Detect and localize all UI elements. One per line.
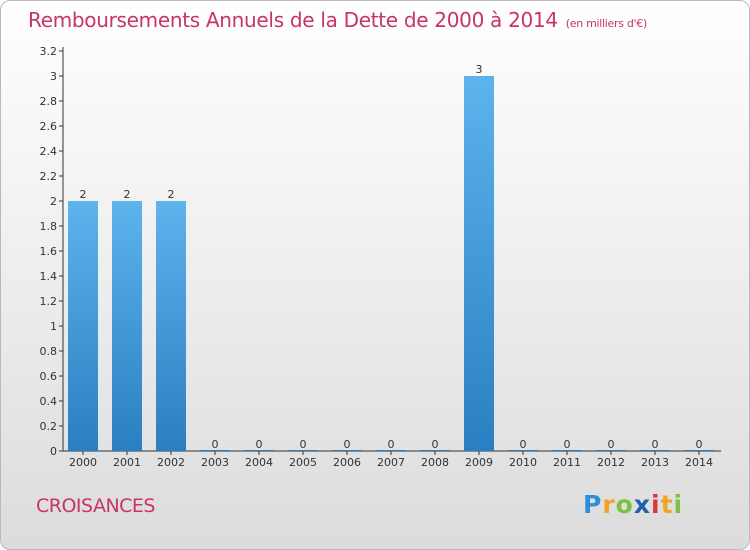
unit-note: (en milliers d'€): [565, 17, 647, 30]
logo-letter: P: [583, 490, 603, 519]
chart-title: Remboursements Annuels de la Dette de 20…: [28, 8, 647, 32]
y-tick-label: 2.2: [40, 170, 58, 183]
y-tick-label: 0.6: [40, 370, 58, 383]
x-tick-label: 2012: [597, 456, 625, 469]
logo-letter: i: [673, 490, 684, 519]
x-tick-label: 2008: [421, 456, 449, 469]
bar: [552, 450, 582, 451]
x-tick-label: 2001: [113, 456, 141, 469]
logo-letter: t: [660, 490, 674, 519]
data-label: 2: [80, 188, 87, 201]
data-label: 0: [696, 438, 703, 451]
data-label: 0: [212, 438, 219, 451]
y-tick-label: 0: [50, 445, 57, 458]
y-tick-label: 2: [50, 195, 57, 208]
bar: [640, 450, 670, 451]
x-tick-label: 2013: [641, 456, 669, 469]
data-label: 3: [476, 63, 483, 76]
bar: [200, 450, 230, 451]
bar: [288, 450, 318, 451]
y-axis: 0 0.2 0.4 0.6 0.8 1 1.2 1.4 1.6 1.8 2 2.2 2.4 2.6 2.8 3…: [40, 45, 64, 458]
bar: [68, 201, 98, 451]
y-tick-label: 0.8: [40, 345, 58, 358]
data-label: 2: [124, 188, 131, 201]
proxiti-logo: Proxiti: [583, 490, 683, 519]
x-tick-label: 2006: [333, 456, 361, 469]
logo-letter: i: [651, 490, 661, 519]
y-tick-label: 1.6: [40, 245, 58, 258]
logo-letter: x: [633, 490, 651, 519]
logo-letter: r: [602, 490, 616, 519]
commune-name: CROISANCES: [36, 495, 155, 517]
x-axis: 2000 2001 2002 2003 2004 2005 2006 2007 2008 2009…: [63, 450, 721, 469]
data-label: 0: [344, 438, 351, 451]
y-tick-label: 0.2: [40, 420, 58, 433]
x-tick-label: 2009: [465, 456, 493, 469]
data-labels: 2 2 2 0 0 0 0 0 0 3 0 0 0 0 0: [80, 63, 703, 451]
x-tick-label: 2005: [289, 456, 317, 469]
x-tick-label: 2014: [685, 456, 713, 469]
bar: [464, 76, 494, 451]
data-label: 0: [652, 438, 659, 451]
bar: [112, 201, 142, 451]
y-tick-label: 1.2: [40, 295, 58, 308]
x-tick-label: 2003: [201, 456, 229, 469]
x-tick-label: 2007: [377, 456, 405, 469]
y-tick-label: 2.4: [40, 145, 58, 158]
bar: [420, 450, 450, 451]
y-tick-label: 3: [50, 70, 57, 83]
chart-title-text: Remboursements Annuels de la Dette de 20…: [28, 8, 558, 32]
data-label: 0: [300, 438, 307, 451]
bar-series: [68, 76, 714, 451]
x-tick-label: 2000: [69, 456, 97, 469]
x-tick-label: 2010: [509, 456, 537, 469]
bar: [332, 450, 362, 451]
y-tick-label: 1.4: [40, 270, 58, 283]
bar: [684, 450, 714, 451]
data-label: 0: [520, 438, 527, 451]
data-label: 0: [608, 438, 615, 451]
bar: [508, 450, 538, 451]
bar: [156, 201, 186, 451]
y-tick-label: 0.4: [40, 395, 58, 408]
y-tick-label: 2.6: [40, 120, 58, 133]
x-tick-label: 2011: [553, 456, 581, 469]
data-label: 0: [564, 438, 571, 451]
bar: [596, 450, 626, 451]
x-tick-label: 2002: [157, 456, 185, 469]
x-tick-label: 2004: [245, 456, 273, 469]
logo-letter: o: [615, 490, 634, 519]
bar: [244, 450, 274, 451]
bar: [376, 450, 406, 451]
y-tick-label: 1: [50, 320, 57, 333]
y-tick-label: 2.8: [40, 95, 58, 108]
data-label: 0: [432, 438, 439, 451]
data-label: 0: [256, 438, 263, 451]
y-tick-label: 1.8: [40, 220, 58, 233]
y-tick-label: 3.2: [40, 45, 58, 58]
data-label: 0: [388, 438, 395, 451]
data-label: 2: [168, 188, 175, 201]
